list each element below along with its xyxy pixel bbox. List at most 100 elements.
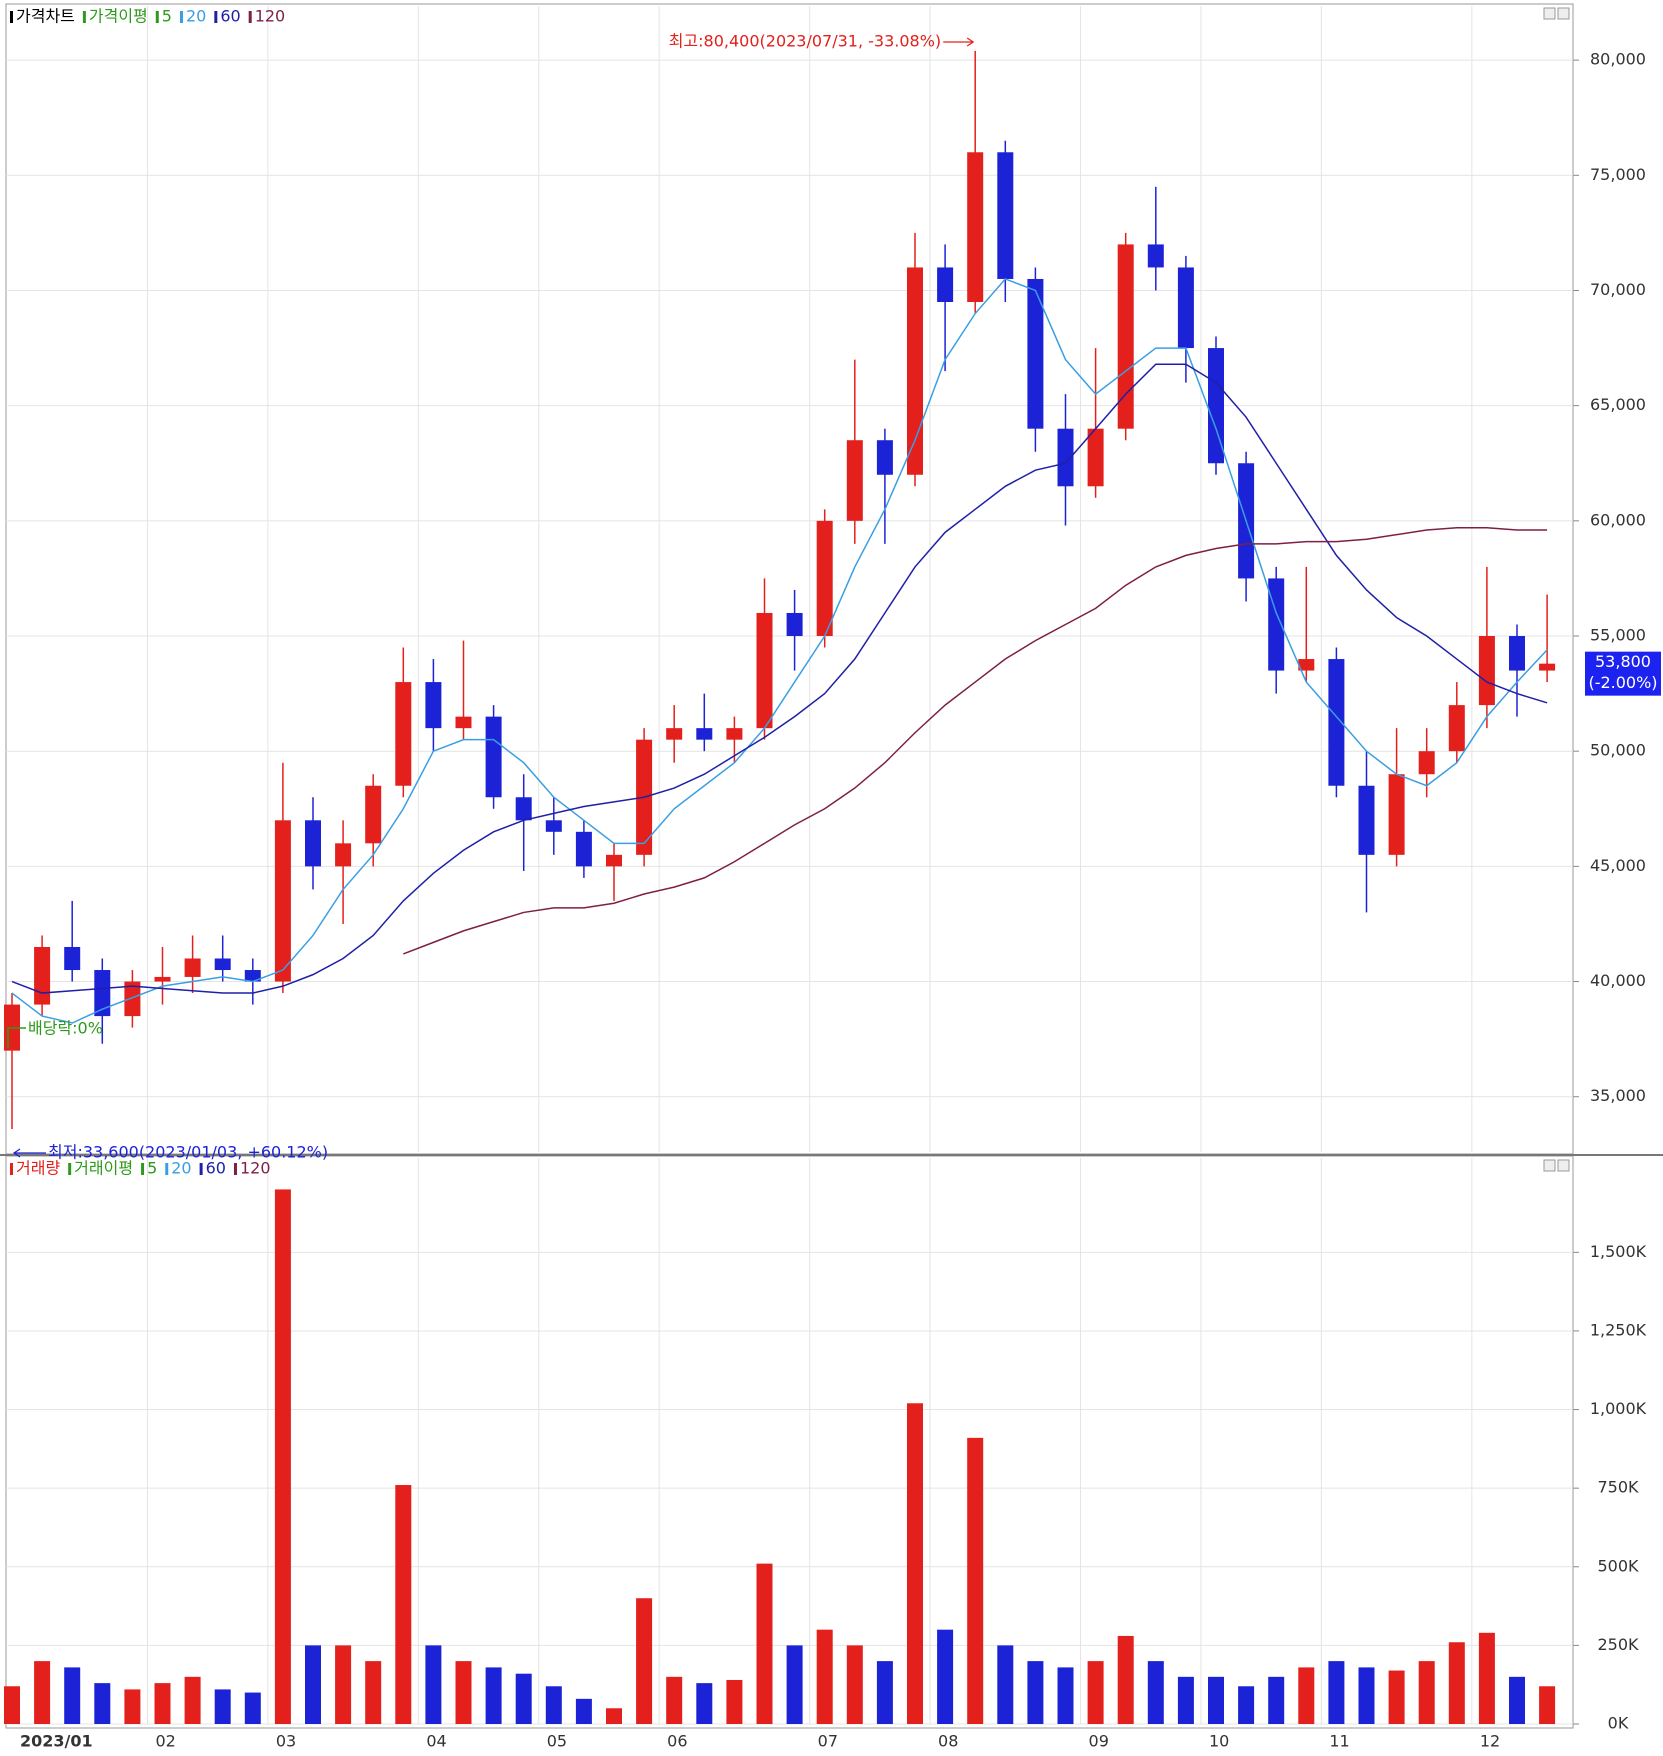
volume-bar [545,1686,562,1724]
volume-bar [1298,1667,1315,1724]
y-tick-label: 55,000 [1590,626,1646,645]
candle-body [1027,278,1044,429]
candle-body [94,970,111,1017]
candle-body [335,843,352,867]
volume-bar [1358,1667,1375,1724]
x-tick-label: 08 [938,1732,958,1751]
volume-bar [786,1645,803,1724]
y-tick-label: 250K [1597,1635,1639,1654]
close-icon[interactable] [1557,7,1570,20]
volume-bar [1478,1632,1495,1724]
volume-bar [154,1683,171,1724]
legend-label: 60 [220,7,240,26]
legend-swatch [233,1163,237,1175]
volume-bar [1238,1686,1255,1724]
last-change-label: (-2.00%) [1588,673,1657,692]
candle-body [545,820,562,832]
candle-body [1087,428,1104,487]
volume-bar [515,1673,532,1724]
legend-label: 거래량 [16,1159,60,1178]
moving-average-line [11,278,1548,1024]
x-tick-label: 02 [155,1732,175,1751]
volume-bar [1388,1670,1405,1724]
y-tick-label: 70,000 [1590,280,1646,299]
volume-bar [756,1563,773,1724]
candle-body [1328,659,1345,786]
volume-bar [1087,1661,1104,1724]
volume-bar [666,1676,683,1724]
candle-body [1448,705,1465,752]
legend-label: 60 [206,1159,226,1178]
y-tick-label: 750K [1597,1478,1639,1497]
candle-body [124,981,141,1017]
volume-bar [1448,1642,1465,1724]
volume-bar [485,1667,502,1724]
high-arrow [943,37,975,47]
x-tick-label: 03 [276,1732,296,1751]
minimize-icon[interactable] [1543,1159,1556,1172]
legend-label: 가격차트 [16,7,75,26]
candle-body [274,820,291,982]
y-tick-label: 60,000 [1590,510,1646,529]
y-tick-label: 35,000 [1590,1086,1646,1105]
candle-body [154,976,171,982]
candle-body [1208,348,1224,464]
candle-body [485,716,502,798]
volume-bar [1057,1667,1074,1724]
candle-body [1539,663,1556,671]
close-icon[interactable] [1557,1159,1570,1172]
volume-bar [244,1692,261,1724]
candle-body [816,520,833,637]
high-annotation: 최고:80,400(2023/07/31, -33.08%) [669,32,941,51]
y-tick-label: 500K [1597,1556,1639,1575]
candle-body [184,958,201,977]
legend-swatch [82,11,86,23]
candle-body [34,946,51,1005]
legend-label: 거래이평 [74,1159,133,1178]
moving-average-line [11,363,1548,994]
candle-body [606,854,622,867]
moving-average-line [403,526,1548,955]
volume-bar [1208,1676,1224,1724]
candle-body [1358,785,1375,855]
x-tick-label: 06 [667,1732,687,1751]
candle-body [907,267,923,475]
volume-bar [816,1629,833,1724]
volume-bar [1147,1661,1164,1724]
candle-body [666,728,683,740]
volume-bar [1509,1676,1525,1724]
legend-swatch [214,11,218,23]
volume-bar [455,1661,472,1724]
last-price-label: 53,800 [1595,652,1651,671]
candle-body [1298,659,1315,671]
volume-bar [365,1661,382,1724]
candle-body [756,612,773,729]
candle-body [696,728,713,740]
volume-bar [1027,1661,1044,1724]
legend-swatch [155,11,159,23]
minimize-icon[interactable] [1543,7,1556,20]
low-arrow [12,1148,46,1158]
legend-label: 120 [255,7,286,26]
volume-bar [124,1689,141,1724]
volume-bar [636,1598,653,1724]
volume-bar [575,1698,592,1724]
volume-bar [214,1689,231,1724]
legend-swatch [10,1163,13,1175]
y-tick-label: 45,000 [1590,856,1646,875]
volume-bar [274,1189,291,1724]
legend-swatch [10,11,13,23]
volume-bar [967,1437,984,1724]
candle-body [1177,267,1194,349]
candle-body [244,970,261,982]
volume-bar [4,1686,20,1724]
y-tick-label: 1,250K [1590,1320,1647,1339]
legend-label: 20 [171,1159,191,1178]
volume-bar [305,1645,321,1724]
candle-body [846,440,863,521]
legend-swatch [179,11,183,23]
legend-label: 5 [147,1159,157,1178]
x-tick-label: 04 [426,1732,446,1751]
